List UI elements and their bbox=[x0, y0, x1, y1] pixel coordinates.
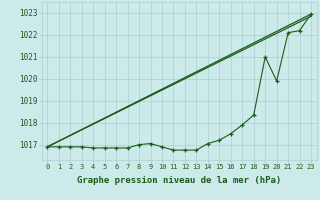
X-axis label: Graphe pression niveau de la mer (hPa): Graphe pression niveau de la mer (hPa) bbox=[77, 176, 281, 185]
